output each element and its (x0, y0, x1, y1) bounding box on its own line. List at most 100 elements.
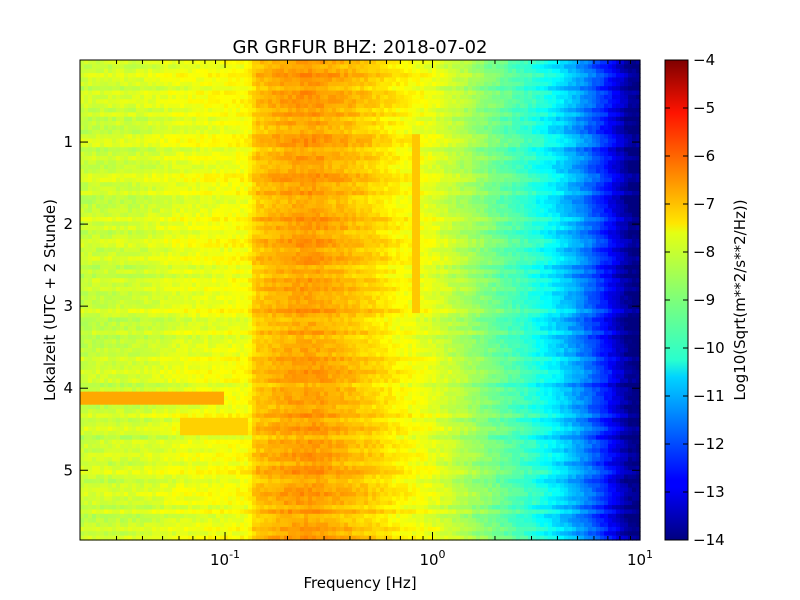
heatmap-cell (412, 208, 417, 214)
heatmap-cell (588, 195, 593, 201)
heatmap-cell (260, 212, 265, 218)
heatmap-cell (308, 116, 313, 122)
heatmap-cell (244, 173, 249, 179)
heatmap-cell (540, 147, 545, 153)
heatmap-cell (320, 94, 325, 100)
heatmap-cell (504, 86, 509, 92)
heatmap-cell (512, 73, 517, 79)
heatmap-cell (152, 99, 157, 105)
heatmap-cell (120, 60, 125, 65)
heatmap-cell (124, 103, 129, 109)
heatmap-cell (444, 64, 449, 70)
heatmap-cell (80, 116, 85, 122)
heatmap-cell (92, 190, 97, 196)
heatmap-cell (144, 134, 149, 140)
heatmap-cell (400, 186, 405, 192)
heatmap-cell (288, 142, 293, 148)
heatmap-cell (540, 121, 545, 127)
heatmap-cell (244, 90, 249, 96)
heatmap-cell (552, 147, 557, 153)
heatmap-cell (168, 77, 173, 83)
heatmap-cell (420, 90, 425, 96)
heatmap-cell (220, 90, 225, 96)
heatmap-cell (360, 112, 365, 118)
heatmap-cell (376, 68, 381, 74)
heatmap-cell (456, 73, 461, 79)
heatmap-cell (148, 195, 153, 201)
heatmap-cell (472, 204, 477, 209)
heatmap-cell (104, 103, 109, 109)
heatmap-cell (204, 121, 209, 127)
heatmap-cell (456, 151, 461, 157)
heatmap-cell (320, 138, 325, 144)
heatmap-cell (484, 108, 489, 113)
heatmap-cell (224, 64, 229, 70)
heatmap-cell (580, 77, 585, 83)
heatmap-cell (248, 195, 253, 201)
heatmap-cell (140, 86, 145, 92)
heatmap-cell (80, 177, 85, 183)
heatmap-cell (380, 182, 385, 188)
heatmap-cell (572, 108, 577, 113)
heatmap-cell (452, 204, 457, 209)
heatmap-cell (492, 182, 497, 188)
heatmap-cell (128, 129, 133, 135)
heatmap-cell (564, 151, 569, 157)
heatmap-cell (240, 190, 245, 196)
heatmap-cell (232, 121, 237, 127)
heatmap-cell (112, 94, 117, 100)
heatmap-cell (536, 204, 541, 209)
heatmap-cell (284, 86, 289, 92)
heatmap-cell (420, 129, 425, 135)
heatmap-cell (312, 121, 317, 127)
heatmap-cell (388, 125, 393, 131)
heatmap-cell (372, 142, 377, 148)
heatmap-cell (632, 134, 637, 140)
heatmap-cell (604, 129, 609, 135)
heatmap-cell (396, 108, 401, 113)
heatmap-cell (540, 90, 545, 96)
heatmap-cell (300, 156, 305, 161)
heatmap-cell (112, 164, 117, 170)
heatmap-cell (448, 147, 453, 153)
heatmap-cell (328, 73, 333, 79)
heatmap-cell (444, 81, 449, 87)
heatmap-cell (524, 160, 529, 166)
heatmap-cell (152, 182, 157, 188)
heatmap-cell (552, 195, 557, 201)
heatmap-cell (456, 199, 461, 205)
heatmap-cell (500, 195, 505, 201)
heatmap-cell (476, 160, 481, 166)
heatmap-cell (132, 169, 137, 175)
heatmap-cell (104, 147, 109, 153)
heatmap-cell (384, 81, 389, 87)
heatmap-cell (564, 156, 569, 161)
heatmap-cell (480, 173, 485, 179)
heatmap-cell (216, 195, 221, 201)
heatmap-cell (252, 94, 257, 100)
heatmap-cell (628, 99, 633, 105)
heatmap-cell (544, 68, 549, 74)
heatmap-cell (88, 73, 93, 79)
heatmap-cell (472, 103, 477, 109)
heatmap-cell (416, 68, 421, 74)
heatmap-cell (276, 177, 281, 183)
heatmap-cell (448, 142, 453, 148)
heatmap-cell (180, 121, 185, 127)
heatmap-cell (532, 81, 537, 87)
heatmap-cell (516, 151, 521, 157)
heatmap-cell (196, 147, 201, 153)
heatmap-cell (580, 99, 585, 105)
heatmap-cell (620, 121, 625, 127)
heatmap-cell (500, 134, 505, 140)
heatmap-cell (380, 190, 385, 196)
heatmap-cell (300, 116, 305, 122)
heatmap-cell (312, 160, 317, 166)
heatmap-cell (544, 151, 549, 157)
heatmap-cell (344, 156, 349, 161)
heatmap-cell (160, 116, 165, 122)
heatmap-cell (448, 86, 453, 92)
heatmap-cell (280, 164, 285, 170)
heatmap-cell (464, 99, 469, 105)
heatmap-cell (588, 125, 593, 131)
